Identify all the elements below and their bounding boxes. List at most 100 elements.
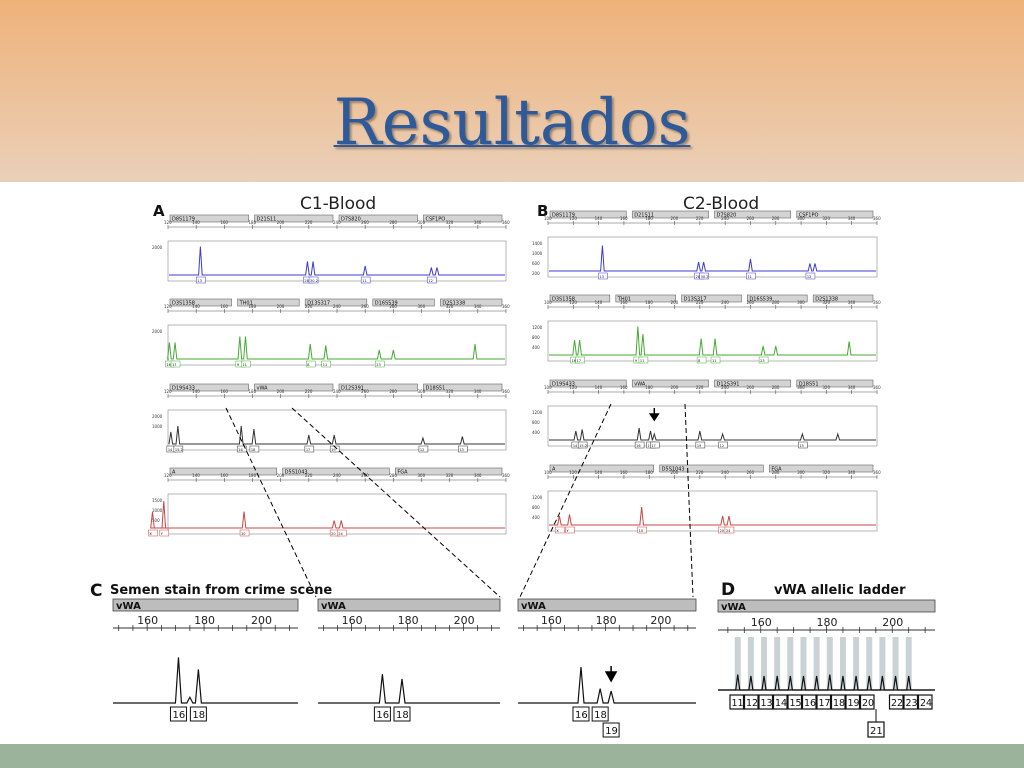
allele-label: 24 — [920, 698, 932, 709]
locus-label: D18S51 — [426, 386, 446, 392]
size-tick-label: 120 — [569, 385, 577, 390]
size-tick-label: 220 — [696, 470, 704, 475]
trace — [169, 246, 505, 276]
allele-box — [830, 694, 846, 710]
allele-box — [418, 445, 429, 453]
allele-box — [575, 356, 585, 364]
locus-bar — [747, 294, 808, 303]
panel-title-a: C1-Blood — [300, 194, 376, 214]
locus-label: D7S820 — [341, 217, 361, 223]
size-tick-label: 120 — [164, 220, 172, 225]
size-tick-label: 100 — [544, 385, 552, 390]
allele-label: 13 — [799, 444, 803, 448]
size-tick-label: 260 — [361, 473, 369, 478]
allele-bin — [787, 637, 794, 690]
intensity-label: 800 — [532, 505, 540, 510]
allele-box — [695, 441, 706, 449]
allele-label: 19 — [605, 726, 618, 737]
allele-label: 12 — [420, 448, 424, 452]
allele-box — [148, 529, 158, 537]
allele-bin — [853, 637, 860, 690]
size-tick-label: 300 — [418, 473, 426, 478]
size-tick-label: 120 — [164, 389, 172, 394]
size-tick-label: 260 — [746, 216, 754, 221]
allele-label: 15.2 — [579, 444, 587, 448]
allele-box — [816, 694, 832, 710]
size-tick-label: 140 — [192, 220, 200, 225]
locus-label: D12S391 — [341, 386, 364, 392]
allele-box — [572, 706, 590, 722]
locus-bar — [282, 467, 390, 476]
allele-label: 8 — [698, 359, 700, 363]
allele-label: 12 — [807, 275, 811, 279]
plot-frame — [547, 490, 878, 532]
size-tick-label: 200 — [277, 473, 285, 478]
allele-box — [598, 272, 608, 280]
allele-box — [249, 445, 260, 453]
intensity-label: 1200 — [532, 495, 543, 500]
panel-label-b: B — [537, 202, 548, 220]
trace — [549, 326, 876, 356]
size-tick-label: 220 — [305, 304, 313, 309]
size-tick-label: 180 — [249, 473, 257, 478]
locus-bar — [338, 383, 418, 392]
size-tick-label: 340 — [848, 300, 856, 305]
size-tick-label: 160 — [751, 616, 772, 629]
intensity-label: 600 — [532, 261, 540, 266]
allele-box — [321, 360, 331, 368]
locus-bar — [237, 298, 300, 307]
locus-label: D12S391 — [717, 382, 740, 388]
size-tick-label: 180 — [645, 470, 653, 475]
allele-label: 17 — [172, 363, 176, 367]
allele-box — [329, 445, 340, 453]
locus-label: D3S1358 — [552, 297, 575, 303]
locus-label: D16S539 — [375, 301, 398, 307]
panel-label-a: A — [153, 202, 165, 220]
allele-label: 9 — [635, 359, 637, 363]
allele-bin — [905, 637, 912, 690]
size-tick-label: 240 — [721, 470, 729, 475]
trace — [518, 666, 696, 704]
size-tick-label: 100 — [544, 216, 552, 221]
intensity-label: 1000 — [532, 251, 543, 256]
intensity-label: 1500 — [152, 498, 163, 503]
allele-label: X — [150, 532, 153, 536]
locus-bar — [549, 379, 627, 388]
size-tick-label: 200 — [454, 614, 475, 627]
locus-label: D3S1358 — [172, 301, 195, 307]
size-tick-label: 260 — [746, 470, 754, 475]
allele-box — [196, 276, 206, 284]
allele-box — [787, 694, 803, 710]
allele-box — [888, 694, 904, 710]
size-tick-label: 140 — [192, 389, 200, 394]
allele-box — [336, 529, 347, 537]
intensity-label: 800 — [532, 335, 540, 340]
size-tick-label: 340 — [474, 389, 482, 394]
locus-bar — [796, 210, 874, 219]
allele-box — [375, 360, 385, 368]
size-tick-label: 240 — [721, 216, 729, 221]
locus-label: D8S1179 — [172, 217, 195, 223]
locus-bar — [372, 298, 435, 307]
locus-bar — [812, 294, 874, 303]
size-tick-label: 120 — [569, 470, 577, 475]
trace — [318, 674, 500, 704]
locus-label: vWA — [634, 382, 646, 388]
size-tick-label: 160 — [342, 614, 363, 627]
size-tick-label: 140 — [595, 385, 603, 390]
trace — [167, 336, 505, 360]
size-tick-label: 280 — [389, 220, 397, 225]
panel-title-b: C2-Blood — [683, 194, 759, 214]
size-tick-label: 260 — [746, 300, 754, 305]
size-tick-label: 300 — [797, 470, 805, 475]
allele-box — [393, 706, 411, 722]
size-tick-label: 100 — [544, 300, 552, 305]
allele-label: 18 — [192, 710, 205, 721]
allele-label: 16 — [238, 448, 242, 452]
allele-bin — [813, 637, 820, 690]
allele-box — [304, 445, 315, 453]
locus-label: D2S1338 — [442, 301, 465, 307]
size-tick-label: 320 — [446, 304, 454, 309]
locus-label: D19S433 — [172, 386, 195, 392]
locus-bar — [769, 464, 874, 473]
